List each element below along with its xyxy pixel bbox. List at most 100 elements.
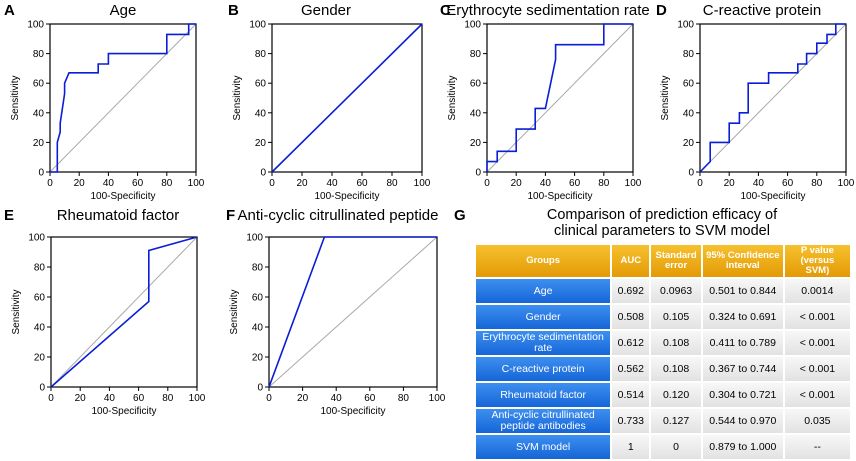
roc-panel-anti-ccp: F Anti-cyclic citrullinated peptide 0 20 40 6…: [226, 207, 446, 417]
x-tick-label: 0: [266, 393, 272, 404]
y-tick-label: 40: [683, 108, 695, 119]
x-tick-label: 60: [782, 178, 794, 189]
x-axis-label: 100-Specificity: [320, 406, 385, 417]
row-se: 0.108: [651, 331, 701, 355]
y-tick-label: 80: [470, 49, 482, 60]
roc-curve-line: [50, 236, 198, 388]
header-p-value: P value (versus SVM): [784, 245, 850, 277]
x-axis-label: 100-Specificity: [91, 406, 156, 417]
x-tick-label: 60: [569, 178, 581, 189]
y-tick-label: 100: [246, 233, 263, 244]
y-axis-label: Sensitivity: [232, 75, 243, 120]
x-tick-label: 20: [75, 393, 87, 404]
plot-frame: [50, 236, 198, 388]
x-tick-label: 80: [161, 178, 173, 189]
y-tick-label: 100: [249, 20, 266, 31]
y-tick-label: 20: [33, 138, 45, 149]
plot-frame: [49, 23, 197, 173]
row-auc: 0.612: [612, 331, 650, 355]
panel-label: E: [4, 207, 14, 224]
row-ci: 0.501 to 0.844: [702, 279, 783, 303]
roc-panel-rheumatoid-factor: E Rheumatoid factor 0 20 40 60 80 100 0 20 40 60 80 1…: [4, 207, 206, 417]
row-p: < 0.001: [784, 357, 850, 381]
row-group: Age: [476, 279, 611, 303]
table-title: Comparison of prediction efficacy of cli…: [472, 207, 852, 239]
row-group: C-reactive protein: [476, 357, 611, 381]
row-p: < 0.001: [784, 331, 850, 355]
y-tick-label: 40: [470, 108, 482, 119]
panel-title: C-reactive protein: [703, 2, 821, 19]
roc-curve-line: [699, 23, 846, 173]
plot-frame: [699, 23, 847, 173]
y-axis-label: Sensitivity: [229, 289, 240, 334]
x-tick-label: 80: [598, 178, 610, 189]
row-group: Gender: [476, 305, 611, 329]
roc-panel-crp: D C-reactive protein 0 20 40 60 80 100 0 20 40 60 80…: [656, 2, 855, 202]
y-axis-label: Sensitivity: [660, 75, 671, 120]
y-tick-label: 80: [252, 263, 264, 274]
roc-curve-line: [268, 236, 437, 388]
row-p: --: [784, 435, 850, 459]
roc-curve-line: [271, 23, 423, 173]
diagonal-reference-line: [486, 23, 634, 173]
row-ci: 0.411 to 0.789: [702, 331, 783, 355]
x-tick-label: 20: [724, 178, 736, 189]
y-tick-label: 20: [252, 353, 264, 364]
x-axis-label: 100-Specificity: [314, 191, 379, 202]
row-ci: 0.879 to 1.000: [702, 435, 783, 459]
row-group: Erythrocyte sedimentation rate: [476, 331, 611, 355]
x-axis-label: 100-Specificity: [527, 191, 592, 202]
x-tick-label: 100: [429, 393, 446, 404]
header-standard-error: Standard error: [651, 245, 701, 277]
y-tick-label: 100: [28, 233, 45, 244]
roc-panel-age: A Age 0 20 40 60 80 100 0 20 40 60 80 100 100-Specific…: [4, 2, 205, 202]
panel-label: C: [440, 2, 451, 19]
x-tick-label: 100: [838, 178, 855, 189]
y-tick-label: 0: [688, 168, 694, 179]
panel-title: Rheumatoid factor: [57, 207, 180, 224]
x-tick-label: 0: [697, 178, 703, 189]
table-header-row: Groups AUC Standard error 95% Confidence…: [476, 245, 850, 277]
plot-frame: [271, 23, 423, 173]
y-tick-label: 20: [255, 138, 267, 149]
y-tick-label: 0: [475, 168, 481, 179]
panel-label: D: [656, 2, 667, 19]
plot-frame: [486, 23, 634, 173]
row-p: < 0.001: [784, 383, 850, 407]
row-ci: 0.304 to 0.721: [702, 383, 783, 407]
roc-curve-line: [50, 23, 196, 173]
y-tick-label: 0: [260, 168, 266, 179]
header-auc: AUC: [612, 245, 650, 277]
row-p: 0.0014: [784, 279, 850, 303]
panel-title: Gender: [301, 2, 351, 19]
panel-label-g: G: [454, 207, 466, 224]
x-tick-label: 40: [326, 178, 338, 189]
y-tick-label: 80: [683, 49, 695, 60]
x-tick-label: 0: [269, 178, 275, 189]
x-tick-label: 0: [47, 178, 53, 189]
y-tick-label: 60: [34, 293, 46, 304]
diagonal-reference-line: [49, 23, 197, 173]
panel-title: Age: [110, 2, 137, 19]
x-tick-label: 60: [133, 393, 145, 404]
x-tick-label: 100: [625, 178, 642, 189]
header-groups: Groups: [476, 245, 611, 277]
table-title-line2: clinical parameters to SVM model: [554, 223, 770, 239]
table-row: SVM model 1 0 0.879 to 1.000 --: [476, 435, 850, 459]
y-tick-label: 100: [677, 20, 694, 31]
x-tick-label: 20: [511, 178, 523, 189]
roc-panel-gender: B Gender 0 20 40 60 80 100 0 20 40 60 80 100 100-Speci…: [228, 2, 431, 202]
x-tick-label: 60: [132, 178, 144, 189]
y-tick-label: 40: [252, 323, 264, 334]
panel-label: B: [228, 2, 239, 19]
x-tick-label: 100: [414, 178, 431, 189]
y-tick-label: 80: [33, 49, 45, 60]
row-auc: 0.692: [612, 279, 650, 303]
y-tick-label: 40: [255, 108, 267, 119]
x-tick-label: 20: [297, 393, 309, 404]
x-tick-label: 40: [540, 178, 552, 189]
y-tick-label: 20: [470, 138, 482, 149]
y-tick-label: 20: [34, 353, 46, 364]
table-row: Gender 0.508 0.105 0.324 to 0.691 < 0.00…: [476, 305, 850, 329]
row-se: 0.127: [651, 409, 701, 433]
